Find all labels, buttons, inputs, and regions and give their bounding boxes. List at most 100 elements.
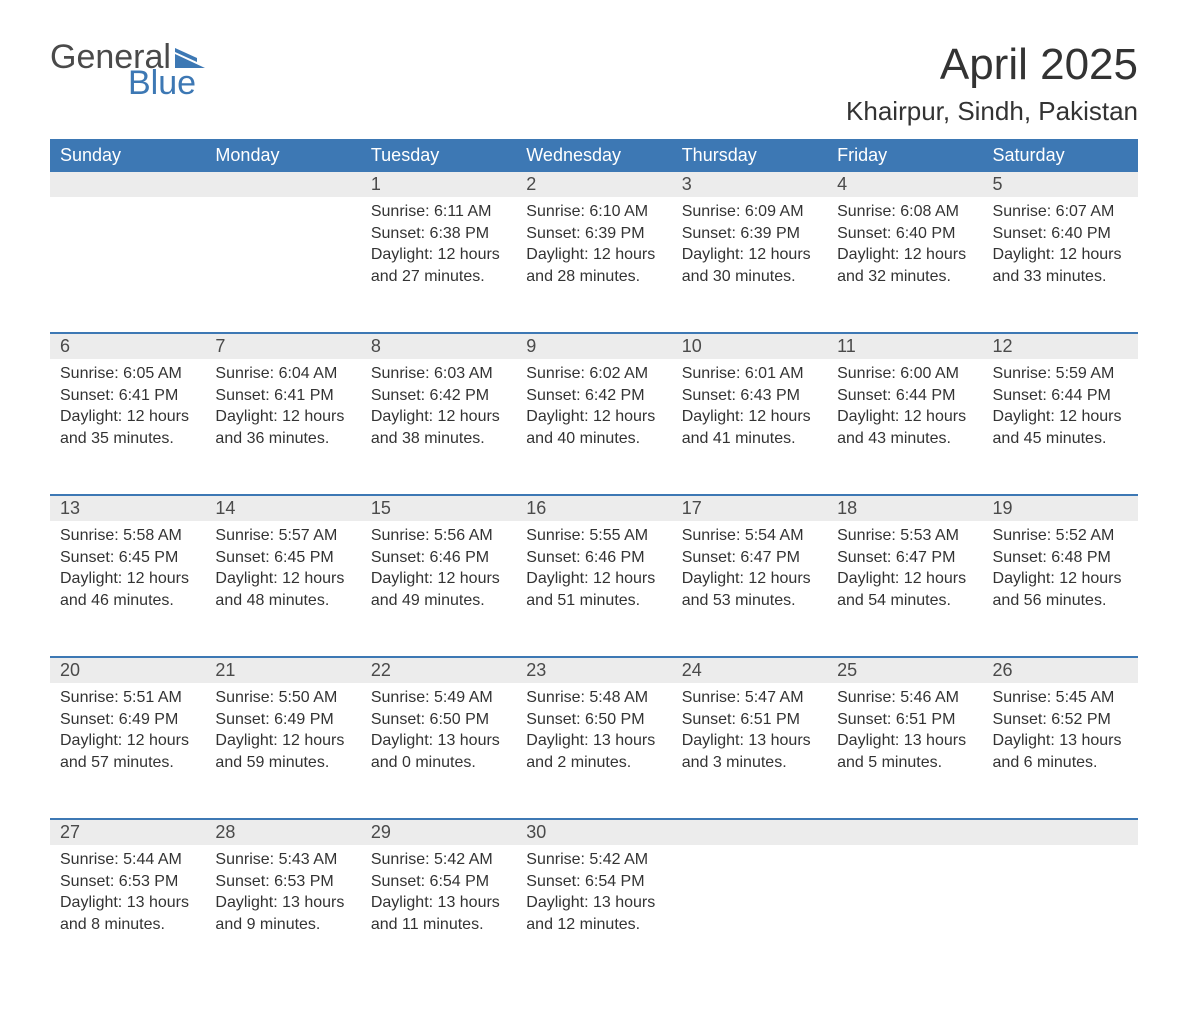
sunrise-line: Sunrise: 5:48 AM bbox=[526, 687, 661, 709]
sunrise-line: Sunrise: 5:46 AM bbox=[837, 687, 972, 709]
sunset-line: Sunset: 6:50 PM bbox=[526, 709, 661, 731]
daylight-line: Daylight: 12 hoursand 38 minutes. bbox=[371, 406, 506, 449]
logo: General Blue bbox=[50, 40, 205, 100]
daylight-line: Daylight: 13 hoursand 6 minutes. bbox=[993, 730, 1128, 773]
sunrise-line: Sunrise: 5:57 AM bbox=[215, 525, 350, 547]
sunrise-line: Sunrise: 5:58 AM bbox=[60, 525, 195, 547]
sunrise-line: Sunrise: 6:10 AM bbox=[526, 201, 661, 223]
daylight-line: Daylight: 13 hoursand 9 minutes. bbox=[215, 892, 350, 935]
calendar-table: Sunday Monday Tuesday Wednesday Thursday… bbox=[50, 139, 1138, 981]
day-number-cell: 23 bbox=[516, 657, 671, 683]
day-content-cell: Sunrise: 6:00 AMSunset: 6:44 PMDaylight:… bbox=[827, 359, 982, 495]
day-number-cell: 9 bbox=[516, 333, 671, 359]
daylight-line: Daylight: 12 hoursand 48 minutes. bbox=[215, 568, 350, 611]
daylight-line: Daylight: 12 hoursand 30 minutes. bbox=[682, 244, 817, 287]
day-content-cell: Sunrise: 6:05 AMSunset: 6:41 PMDaylight:… bbox=[50, 359, 205, 495]
sunset-line: Sunset: 6:49 PM bbox=[215, 709, 350, 731]
daylight-line: Daylight: 13 hoursand 11 minutes. bbox=[371, 892, 506, 935]
sunset-line: Sunset: 6:51 PM bbox=[682, 709, 817, 731]
sunset-line: Sunset: 6:54 PM bbox=[371, 871, 506, 893]
day-content-cell bbox=[50, 197, 205, 333]
day-number-cell: 16 bbox=[516, 495, 671, 521]
daylight-line: Daylight: 13 hoursand 8 minutes. bbox=[60, 892, 195, 935]
day-number-cell: 3 bbox=[672, 172, 827, 197]
daylight-line: Daylight: 13 hoursand 0 minutes. bbox=[371, 730, 506, 773]
day-content-cell: Sunrise: 6:10 AMSunset: 6:39 PMDaylight:… bbox=[516, 197, 671, 333]
sunrise-line: Sunrise: 6:09 AM bbox=[682, 201, 817, 223]
daylight-line: Daylight: 12 hoursand 56 minutes. bbox=[993, 568, 1128, 611]
sunset-line: Sunset: 6:46 PM bbox=[371, 547, 506, 569]
content-row: Sunrise: 5:44 AMSunset: 6:53 PMDaylight:… bbox=[50, 845, 1138, 981]
weekday-header: Friday bbox=[827, 139, 982, 172]
sunset-line: Sunset: 6:46 PM bbox=[526, 547, 661, 569]
daylight-line: Daylight: 12 hoursand 40 minutes. bbox=[526, 406, 661, 449]
daylight-line: Daylight: 12 hoursand 28 minutes. bbox=[526, 244, 661, 287]
daylight-line: Daylight: 12 hoursand 51 minutes. bbox=[526, 568, 661, 611]
content-row: Sunrise: 6:11 AMSunset: 6:38 PMDaylight:… bbox=[50, 197, 1138, 333]
sunset-line: Sunset: 6:53 PM bbox=[215, 871, 350, 893]
day-number-cell: 8 bbox=[361, 333, 516, 359]
sunrise-line: Sunrise: 5:53 AM bbox=[837, 525, 972, 547]
day-number-cell: 1 bbox=[361, 172, 516, 197]
sunset-line: Sunset: 6:44 PM bbox=[837, 385, 972, 407]
day-content-cell: Sunrise: 6:02 AMSunset: 6:42 PMDaylight:… bbox=[516, 359, 671, 495]
sunrise-line: Sunrise: 6:00 AM bbox=[837, 363, 972, 385]
day-number-cell: 22 bbox=[361, 657, 516, 683]
sunrise-line: Sunrise: 6:05 AM bbox=[60, 363, 195, 385]
title-location: Khairpur, Sindh, Pakistan bbox=[846, 96, 1138, 127]
day-content-cell: Sunrise: 5:45 AMSunset: 6:52 PMDaylight:… bbox=[983, 683, 1138, 819]
weekday-header: Wednesday bbox=[516, 139, 671, 172]
sunset-line: Sunset: 6:39 PM bbox=[526, 223, 661, 245]
sunrise-line: Sunrise: 5:44 AM bbox=[60, 849, 195, 871]
sunset-line: Sunset: 6:41 PM bbox=[60, 385, 195, 407]
day-number-cell bbox=[827, 819, 982, 845]
sunset-line: Sunset: 6:53 PM bbox=[60, 871, 195, 893]
sunrise-line: Sunrise: 5:54 AM bbox=[682, 525, 817, 547]
sunset-line: Sunset: 6:42 PM bbox=[526, 385, 661, 407]
day-number-cell: 15 bbox=[361, 495, 516, 521]
sunrise-line: Sunrise: 6:08 AM bbox=[837, 201, 972, 223]
sunrise-line: Sunrise: 5:52 AM bbox=[993, 525, 1128, 547]
daylight-line: Daylight: 12 hoursand 35 minutes. bbox=[60, 406, 195, 449]
sunset-line: Sunset: 6:43 PM bbox=[682, 385, 817, 407]
sunrise-line: Sunrise: 6:04 AM bbox=[215, 363, 350, 385]
day-number-cell: 2 bbox=[516, 172, 671, 197]
day-content-cell: Sunrise: 5:43 AMSunset: 6:53 PMDaylight:… bbox=[205, 845, 360, 981]
day-number-cell: 28 bbox=[205, 819, 360, 845]
day-number-cell: 10 bbox=[672, 333, 827, 359]
day-content-cell: Sunrise: 5:44 AMSunset: 6:53 PMDaylight:… bbox=[50, 845, 205, 981]
sunrise-line: Sunrise: 5:42 AM bbox=[526, 849, 661, 871]
sunset-line: Sunset: 6:48 PM bbox=[993, 547, 1128, 569]
day-number-cell: 24 bbox=[672, 657, 827, 683]
day-content-cell bbox=[672, 845, 827, 981]
daylight-line: Daylight: 12 hoursand 43 minutes. bbox=[837, 406, 972, 449]
day-content-cell: Sunrise: 5:52 AMSunset: 6:48 PMDaylight:… bbox=[983, 521, 1138, 657]
day-number-cell: 13 bbox=[50, 495, 205, 521]
day-number-cell: 18 bbox=[827, 495, 982, 521]
day-content-cell: Sunrise: 5:42 AMSunset: 6:54 PMDaylight:… bbox=[516, 845, 671, 981]
day-content-cell: Sunrise: 5:55 AMSunset: 6:46 PMDaylight:… bbox=[516, 521, 671, 657]
daynum-row: 20212223242526 bbox=[50, 657, 1138, 683]
sunrise-line: Sunrise: 5:50 AM bbox=[215, 687, 350, 709]
day-content-cell: Sunrise: 5:59 AMSunset: 6:44 PMDaylight:… bbox=[983, 359, 1138, 495]
day-content-cell: Sunrise: 6:08 AMSunset: 6:40 PMDaylight:… bbox=[827, 197, 982, 333]
day-number-cell: 17 bbox=[672, 495, 827, 521]
day-content-cell bbox=[983, 845, 1138, 981]
day-number-cell: 29 bbox=[361, 819, 516, 845]
sunrise-line: Sunrise: 6:02 AM bbox=[526, 363, 661, 385]
day-number-cell: 5 bbox=[983, 172, 1138, 197]
day-number-cell: 30 bbox=[516, 819, 671, 845]
content-row: Sunrise: 6:05 AMSunset: 6:41 PMDaylight:… bbox=[50, 359, 1138, 495]
sunset-line: Sunset: 6:54 PM bbox=[526, 871, 661, 893]
day-content-cell: Sunrise: 5:48 AMSunset: 6:50 PMDaylight:… bbox=[516, 683, 671, 819]
weekday-header: Sunday bbox=[50, 139, 205, 172]
daynum-row: 13141516171819 bbox=[50, 495, 1138, 521]
daylight-line: Daylight: 13 hoursand 5 minutes. bbox=[837, 730, 972, 773]
sunset-line: Sunset: 6:39 PM bbox=[682, 223, 817, 245]
title-month: April 2025 bbox=[846, 40, 1138, 90]
day-number-cell: 7 bbox=[205, 333, 360, 359]
daynum-row: 27282930 bbox=[50, 819, 1138, 845]
day-number-cell: 25 bbox=[827, 657, 982, 683]
day-content-cell: Sunrise: 6:09 AMSunset: 6:39 PMDaylight:… bbox=[672, 197, 827, 333]
weekday-header: Thursday bbox=[672, 139, 827, 172]
